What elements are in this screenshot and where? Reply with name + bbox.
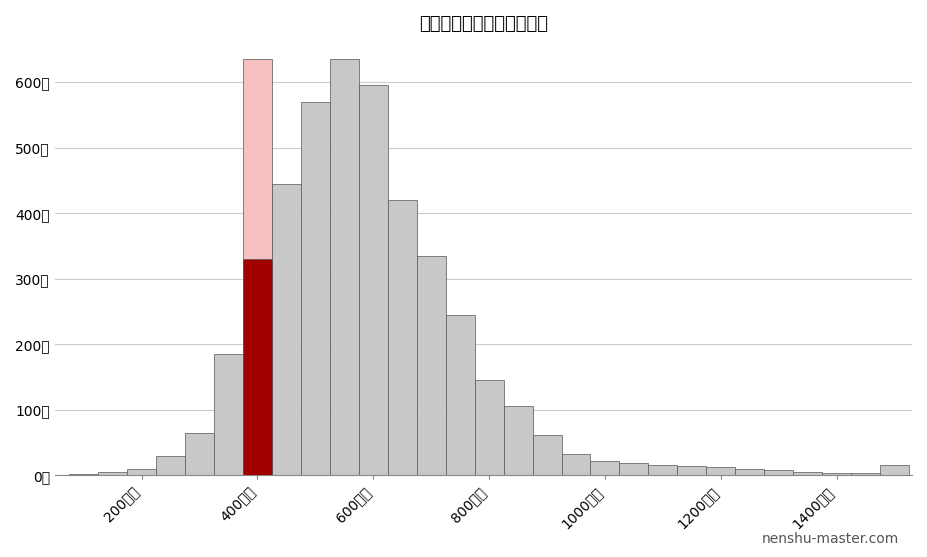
Bar xyxy=(562,455,590,475)
Bar xyxy=(243,59,272,475)
Bar xyxy=(851,473,880,475)
Bar xyxy=(330,59,359,475)
Bar xyxy=(127,468,156,475)
Bar xyxy=(70,474,98,475)
Bar xyxy=(735,468,764,475)
Title: 共立印刷の年収ポジション: 共立印刷の年収ポジション xyxy=(419,15,548,33)
Bar xyxy=(214,354,243,475)
Bar xyxy=(706,467,735,475)
Bar xyxy=(272,184,301,475)
Bar xyxy=(794,472,822,475)
Bar xyxy=(98,472,127,475)
Bar xyxy=(648,465,678,475)
Bar xyxy=(475,380,503,475)
Bar xyxy=(764,470,794,475)
Bar xyxy=(416,256,446,475)
Bar xyxy=(822,473,851,475)
Bar xyxy=(678,466,706,475)
Bar xyxy=(359,85,387,475)
Bar xyxy=(387,200,416,475)
Bar xyxy=(243,259,272,475)
Text: nenshu-master.com: nenshu-master.com xyxy=(762,532,899,546)
Bar xyxy=(880,466,909,475)
Bar xyxy=(156,456,185,475)
Bar xyxy=(503,407,532,475)
Bar xyxy=(619,463,648,475)
Bar xyxy=(532,434,562,475)
Bar xyxy=(590,461,619,475)
Bar xyxy=(301,102,330,475)
Bar xyxy=(185,433,214,475)
Bar xyxy=(446,315,475,475)
